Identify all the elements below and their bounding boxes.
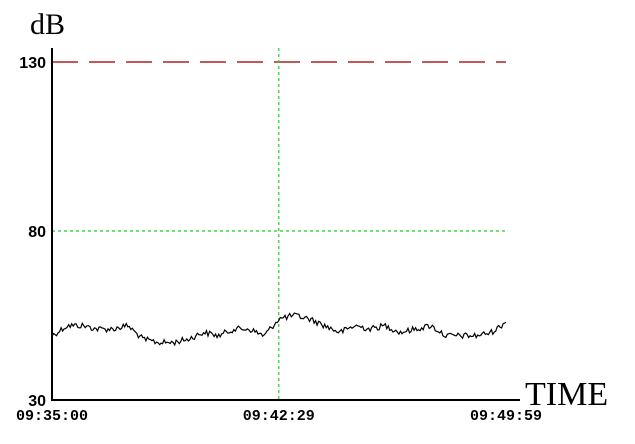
y-axis-label: dB — [30, 8, 65, 41]
y-tick-label-2: 30 — [28, 393, 46, 410]
x-tick-label-1: 09:42:29 — [243, 408, 315, 425]
y-tick-label-1: 80 — [28, 224, 46, 241]
x-axis-label: TIME — [525, 376, 608, 413]
y-tick-label-0: 130 — [19, 55, 46, 72]
x-tick-label-2: 09:49:59 — [470, 408, 542, 425]
series-line-0 — [51, 312, 507, 347]
x-tick-label-0: 09:35:00 — [16, 408, 88, 425]
